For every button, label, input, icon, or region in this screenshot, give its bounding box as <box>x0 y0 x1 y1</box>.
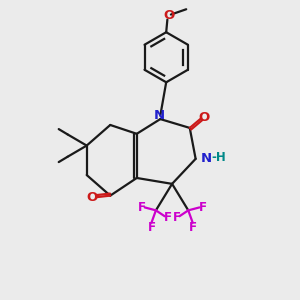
Text: O: O <box>163 9 174 22</box>
Text: F: F <box>164 211 172 224</box>
Text: O: O <box>199 110 210 124</box>
Text: N: N <box>201 152 212 165</box>
Text: F: F <box>189 220 197 234</box>
Text: -H: -H <box>211 152 226 164</box>
Text: N: N <box>153 109 164 122</box>
Text: F: F <box>138 201 146 214</box>
Text: F: F <box>172 211 181 224</box>
Text: O: O <box>86 190 97 204</box>
Text: F: F <box>198 201 206 214</box>
Text: F: F <box>148 220 155 234</box>
